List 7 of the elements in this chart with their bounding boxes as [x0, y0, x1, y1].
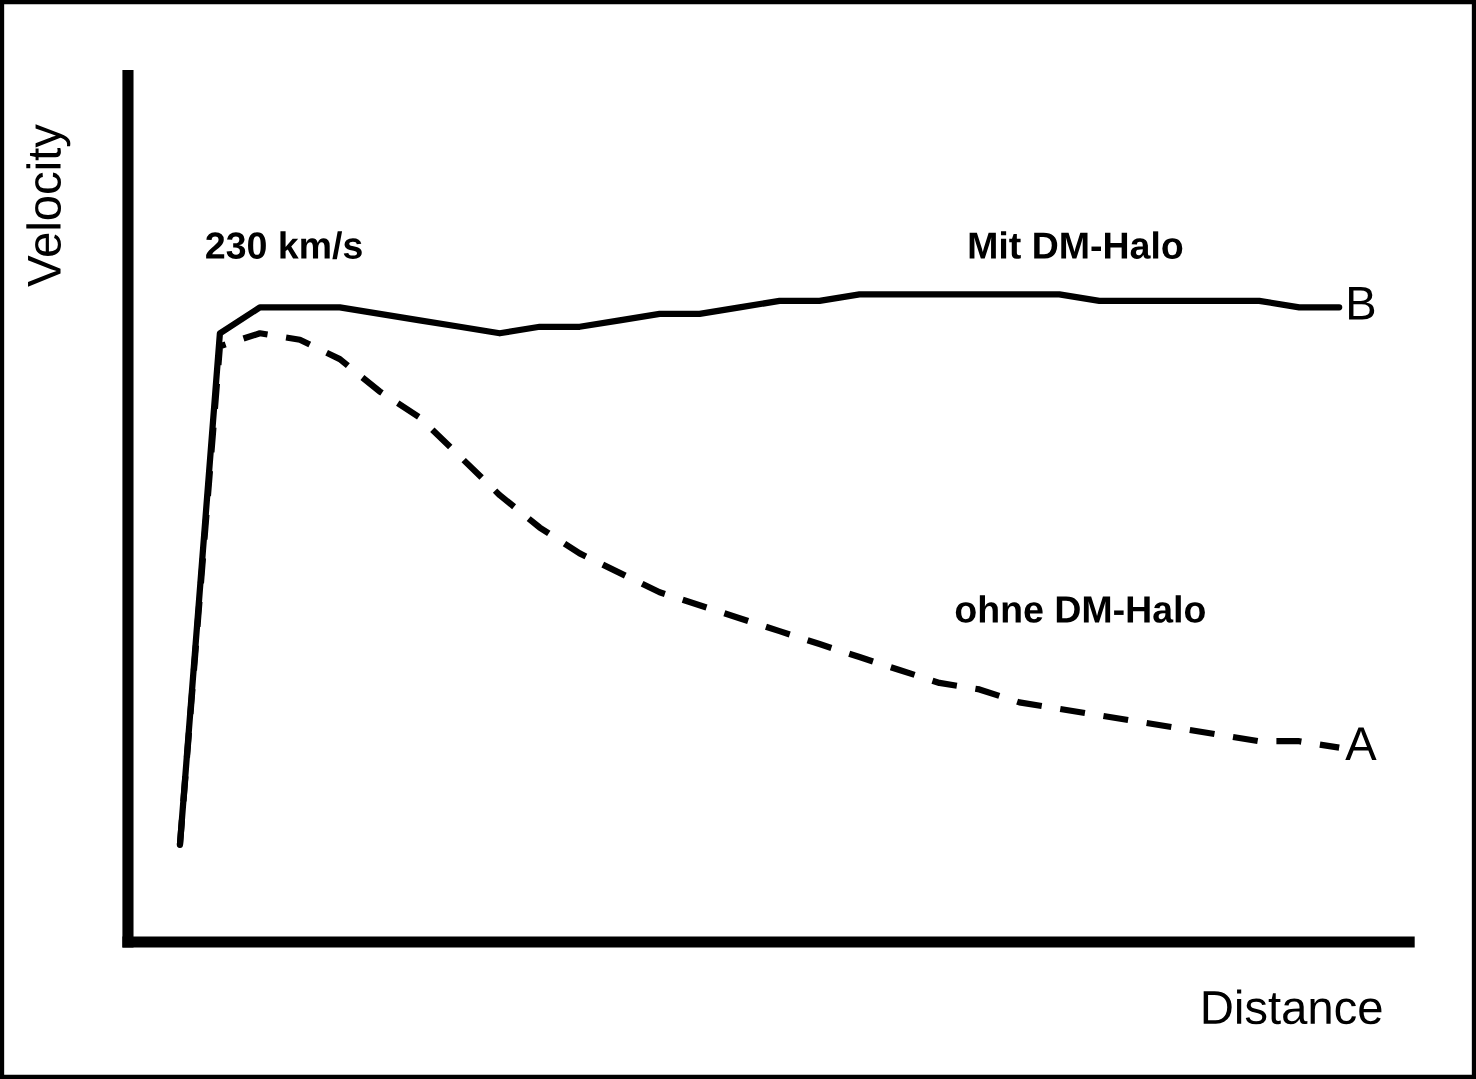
- y-axis-title: Velocity: [26, 124, 71, 287]
- text: Mit DM-Halo: [969, 231, 1183, 259]
- x-axis-title: Distance: [1203, 989, 1382, 1025]
- text: 230 km/s: [206, 231, 362, 260]
- series-label: B: [1349, 287, 1375, 320]
- annotation: ohne DM-Halo: [955, 595, 1205, 623]
- series-label: A: [1345, 727, 1377, 760]
